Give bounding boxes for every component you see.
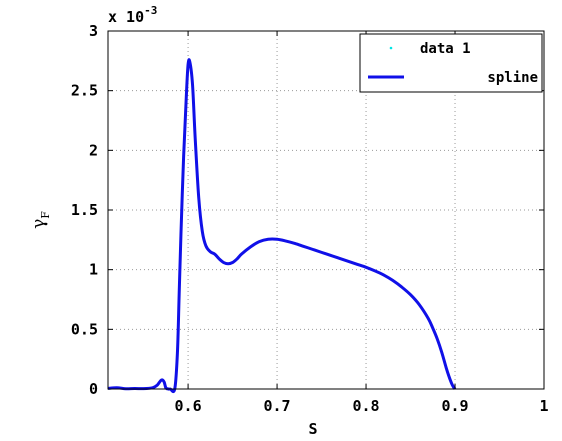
- x-axis-label: S: [308, 420, 317, 438]
- legend-box: [359, 33, 543, 93]
- x-tick-label: 1: [539, 397, 548, 415]
- y-tick-label: 0.5: [71, 320, 98, 338]
- x-tick-label: 0.6: [175, 397, 202, 415]
- y-tick-label: 2.5: [71, 82, 98, 100]
- y-tick-label: 2: [89, 141, 98, 159]
- y-tick-label: 1: [89, 261, 98, 279]
- legend-marker-data1: [389, 46, 393, 50]
- y-tick-label: 3: [89, 22, 98, 40]
- legend-label-data1: data 1: [420, 41, 471, 57]
- y-tick-label: 0: [89, 380, 98, 398]
- y-tick-label: 1.5: [71, 201, 98, 219]
- legend-label-spline: spline: [487, 70, 538, 86]
- x-tick-label: 0.7: [264, 397, 291, 415]
- exponent-label: x 10-3: [108, 4, 157, 26]
- y-axis-label: γF: [29, 211, 52, 229]
- legend: data 1 spline: [359, 33, 543, 93]
- ticks: 0.6 0.7 0.8 0.9 1 0 0.5 1 1.5 2 2.5 3: [71, 22, 549, 415]
- x-tick-label: 0.9: [441, 397, 468, 415]
- x-tick-label: 0.8: [352, 397, 379, 415]
- y-axis-label-group: γF: [29, 211, 52, 229]
